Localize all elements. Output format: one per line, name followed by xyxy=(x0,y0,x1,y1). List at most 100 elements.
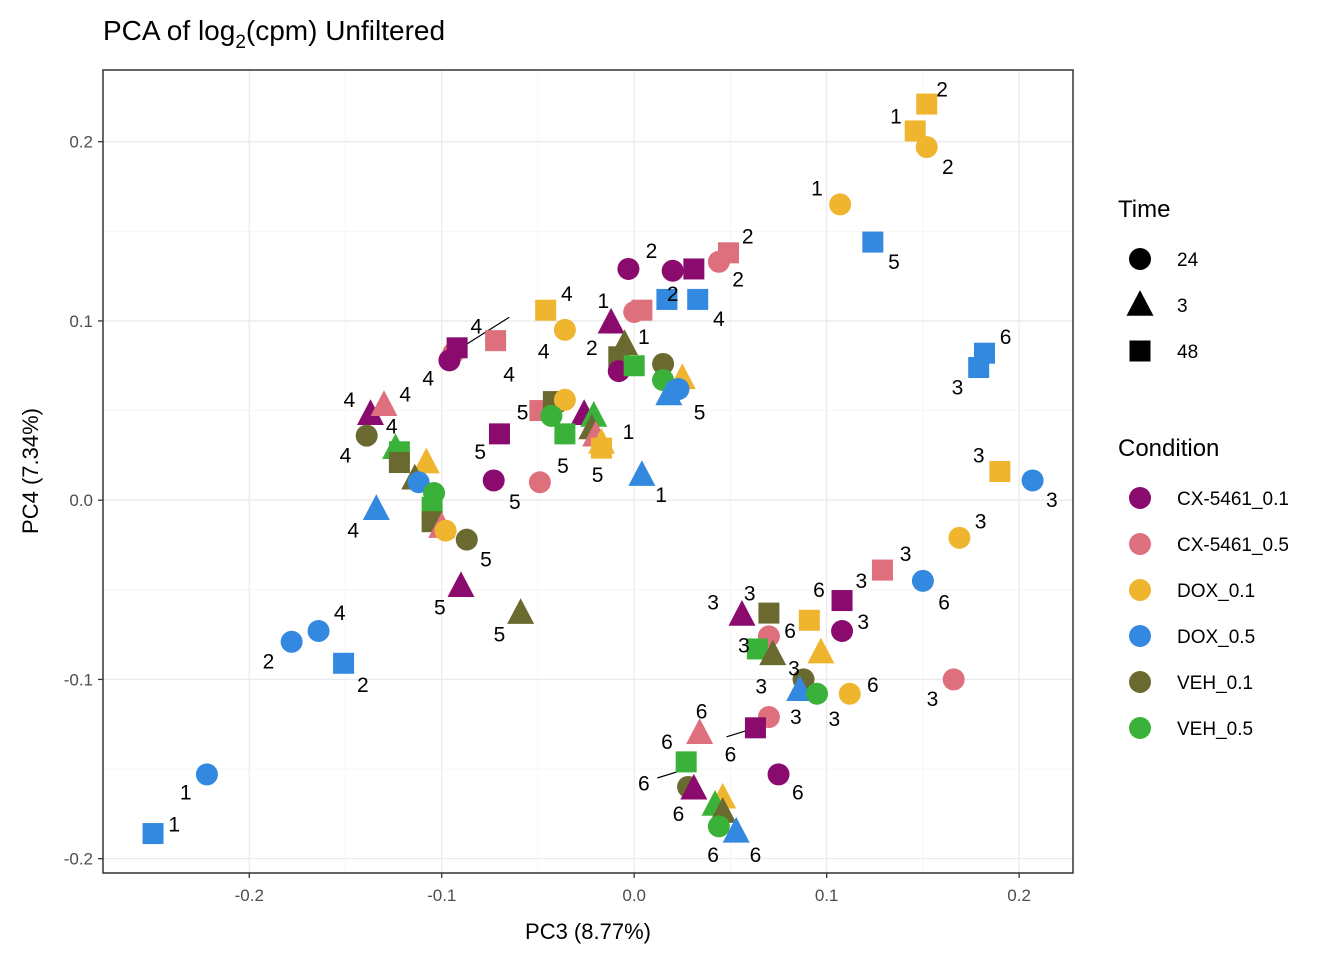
legend-condition-label: DOX_0.1 xyxy=(1177,581,1255,602)
point-label: 2 xyxy=(742,226,754,249)
point-label: 3 xyxy=(855,570,867,593)
data-point xyxy=(623,355,645,377)
data-point xyxy=(528,471,551,494)
data-point xyxy=(911,569,934,592)
data-point xyxy=(554,423,576,445)
legend-color-swatch xyxy=(1129,533,1151,555)
data-point xyxy=(535,299,557,321)
data-points xyxy=(142,93,1044,845)
point-label: 1 xyxy=(598,290,610,313)
data-point xyxy=(597,307,625,334)
point-label: 2 xyxy=(732,269,744,292)
data-point xyxy=(357,399,385,425)
legend-shape-triangle-icon xyxy=(1126,290,1154,316)
point-label: 2 xyxy=(646,240,658,263)
data-point xyxy=(195,763,218,786)
point-label: 6 xyxy=(938,591,950,614)
data-point xyxy=(333,652,355,674)
data-point xyxy=(628,460,656,486)
point-label: 4 xyxy=(713,308,725,331)
point-label: 3 xyxy=(973,444,985,467)
x-axis-ticks: -0.2 -0.1 0.0 0.1 0.2 xyxy=(235,873,1031,905)
plot-panel-border xyxy=(102,69,1074,874)
legend-color-swatch xyxy=(1129,625,1151,647)
data-point xyxy=(683,258,705,280)
data-point xyxy=(989,461,1011,482)
x-tick-label: -0.2 xyxy=(235,886,264,905)
data-point xyxy=(412,447,440,474)
legend-condition-label: DOX_0.5 xyxy=(1177,627,1255,648)
data-point xyxy=(553,388,576,411)
y-tick-label: -0.2 xyxy=(64,850,93,869)
data-point xyxy=(280,630,303,653)
legend-shape-circle-icon xyxy=(1129,248,1151,270)
data-point xyxy=(652,352,675,375)
legend-color-swatch xyxy=(1129,671,1151,693)
data-point xyxy=(656,288,678,310)
point-label: 3 xyxy=(857,611,869,634)
data-point xyxy=(707,815,730,838)
point-label: 4 xyxy=(347,520,359,543)
point-label: 4 xyxy=(344,389,356,412)
point-label: 5 xyxy=(474,441,486,464)
data-point xyxy=(728,600,756,626)
point-label: 1 xyxy=(638,326,650,349)
point-label: 3 xyxy=(1046,489,1058,512)
data-point xyxy=(942,668,965,691)
x-tick-label: -0.1 xyxy=(427,886,456,905)
data-point xyxy=(680,773,708,800)
data-point xyxy=(916,93,938,115)
y-tick-label: 0.1 xyxy=(69,312,93,331)
data-point xyxy=(407,471,430,494)
chart-title: PCA of log2(cpm) Unfiltered xyxy=(103,15,445,53)
y-axis-ticks: -0.2 -0.1 0.0 0.1 0.2 xyxy=(64,133,103,869)
legend-condition-label: CX-5461_0.5 xyxy=(1177,535,1289,556)
point-label: 5 xyxy=(509,491,521,514)
data-point xyxy=(388,452,410,474)
data-point xyxy=(838,682,861,705)
y-axis-title: PC4 (7.34%) xyxy=(18,408,43,534)
point-label: 2 xyxy=(936,79,948,102)
data-point xyxy=(485,330,507,352)
data-point xyxy=(661,259,684,282)
point-label: 3 xyxy=(788,658,800,681)
x-tick-label: 0.2 xyxy=(1007,886,1031,905)
legend-condition-label: CX-5461_0.1 xyxy=(1177,489,1289,510)
data-point xyxy=(142,823,164,845)
legend-color-swatch xyxy=(1129,487,1151,509)
legend-condition-label: VEH_0.5 xyxy=(1177,719,1253,740)
data-point xyxy=(831,590,853,612)
point-label: 2 xyxy=(586,337,598,360)
data-point xyxy=(438,349,461,372)
data-point xyxy=(507,598,535,624)
point-label: 6 xyxy=(784,620,796,643)
point-label: 4 xyxy=(422,367,434,390)
data-point xyxy=(767,763,790,786)
y-tick-label: 0.0 xyxy=(69,491,93,510)
point-label: 6 xyxy=(792,781,804,804)
point-label: 3 xyxy=(790,706,802,729)
data-point xyxy=(862,231,884,253)
point-label: 5 xyxy=(888,251,900,274)
point-label: 3 xyxy=(738,634,750,657)
point-label: 2 xyxy=(357,674,369,697)
grid-lines xyxy=(103,70,1073,873)
point-label: 1 xyxy=(655,484,667,507)
legend-condition-label: VEH_0.1 xyxy=(1177,673,1253,694)
point-label: 4 xyxy=(471,315,483,338)
data-point xyxy=(968,357,990,379)
data-point xyxy=(746,638,768,660)
point-label: 6 xyxy=(1000,326,1012,349)
point-label: 6 xyxy=(661,731,673,754)
legend-time-title: Time xyxy=(1118,196,1170,223)
point-label: 6 xyxy=(813,579,825,602)
point-label: 4 xyxy=(340,444,352,467)
legend-color-swatch xyxy=(1129,579,1151,601)
point-label: 1 xyxy=(180,781,192,804)
data-point xyxy=(617,257,640,280)
data-point xyxy=(370,390,398,416)
point-label: 3 xyxy=(975,511,987,534)
point-label: 3 xyxy=(927,688,939,711)
